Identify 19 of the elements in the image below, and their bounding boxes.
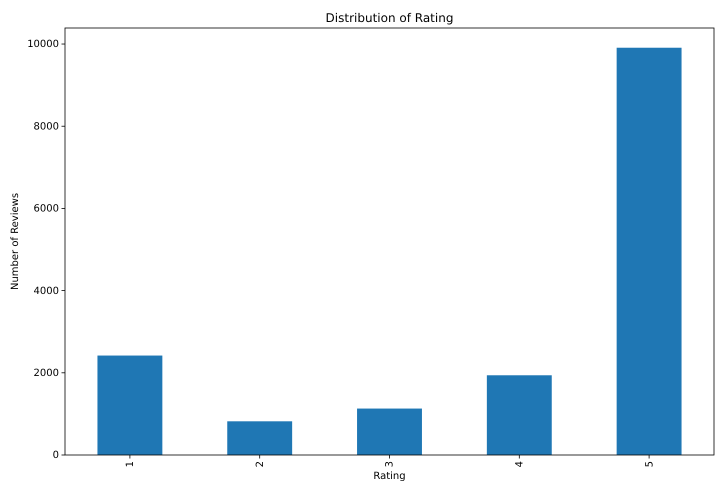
x-tick-label: 4 bbox=[514, 461, 526, 468]
y-tick-label: 4000 bbox=[34, 286, 59, 297]
x-axis-title: Rating bbox=[373, 471, 406, 481]
bar bbox=[616, 48, 682, 455]
x-tick-label: 2 bbox=[254, 461, 266, 468]
chart-title: Distribution of Rating bbox=[326, 11, 454, 25]
y-tick-label: 0 bbox=[52, 450, 59, 462]
x-tick-label: 3 bbox=[384, 461, 396, 468]
y-tick-label: 10000 bbox=[27, 39, 59, 50]
bar bbox=[486, 375, 552, 455]
bar bbox=[227, 421, 292, 455]
x-tick-label: 5 bbox=[644, 461, 656, 468]
x-tick-label: 1 bbox=[125, 461, 136, 468]
bar bbox=[357, 408, 422, 455]
y-axis-title: Number of Reviews bbox=[10, 192, 21, 290]
bar bbox=[97, 356, 162, 455]
y-tick-label: 2000 bbox=[34, 368, 59, 380]
y-tick-label: 6000 bbox=[34, 204, 59, 215]
y-tick-label: 8000 bbox=[34, 121, 59, 132]
